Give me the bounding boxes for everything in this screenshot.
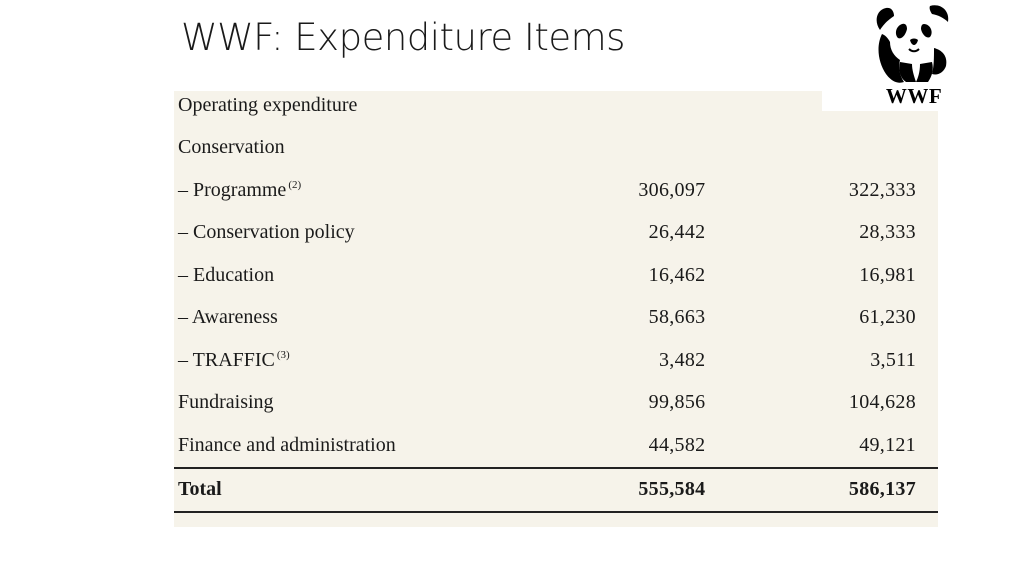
expenditure-table: Operating expenditure Conservation – Pro… — [174, 84, 938, 513]
row-label: Conservation — [178, 136, 285, 159]
table-row: Finance and administration 44,582 49,121 — [174, 424, 938, 468]
total-value: 586,137 — [705, 466, 938, 513]
row-label: Fundraising — [178, 391, 274, 414]
value-cell: 28,333 — [859, 221, 916, 244]
table-row: Conservation — [174, 127, 938, 170]
value-cell: 3,511 — [870, 348, 916, 371]
table-row: Fundraising 99,856 104,628 — [174, 382, 938, 425]
total-label: Total — [174, 466, 517, 513]
value-cell: 3,482 — [658, 348, 706, 371]
value-cell: 49,121 — [859, 433, 916, 456]
total-value: 555,584 — [516, 466, 706, 513]
value-cell: 16,981 — [859, 263, 916, 286]
total-row: Total 555,584 586,137 — [174, 466, 938, 513]
table-row: Operating expenditure — [174, 84, 938, 127]
value-cell: 99,856 — [648, 391, 706, 414]
value-cell — [705, 127, 938, 170]
footnote-marker: (3) — [276, 348, 290, 361]
row-label: – Programme (2) — [178, 178, 302, 201]
value-cell — [705, 84, 938, 127]
footnote-marker: (2) — [288, 178, 302, 191]
table-panel — [174, 91, 938, 527]
value-cell: 58,663 — [648, 306, 706, 329]
row-label: – TRAFFIC (3) — [178, 348, 290, 371]
row-label: – Awareness — [178, 306, 278, 329]
panel-notch — [822, 91, 956, 111]
value-cell: 104,628 — [848, 391, 916, 414]
slide-title: WWF: Expenditure Items — [181, 16, 625, 59]
row-label: Finance and administration — [178, 433, 396, 456]
value-cell: 26,442 — [648, 221, 706, 244]
value-cell: 61,230 — [859, 306, 916, 329]
row-label: Operating expenditure — [178, 93, 358, 116]
value-cell — [517, 84, 706, 127]
table-row: – TRAFFIC (3) 3,482 3,511 — [174, 339, 938, 382]
table-row: – Education 16,462 16,981 — [174, 254, 938, 297]
value-cell — [517, 127, 706, 170]
table-row: – Programme (2) 306,097 322,333 — [174, 169, 938, 212]
wwf-logo: WWF — [872, 2, 956, 110]
value-cell: 322,333 — [848, 178, 916, 201]
logo-text: WWF — [885, 84, 943, 108]
table-row: – Awareness 58,663 61,230 — [174, 297, 938, 340]
value-cell: 306,097 — [638, 178, 706, 201]
value-cell: 44,582 — [648, 433, 706, 456]
row-label: – Education — [178, 263, 275, 286]
panda-icon — [876, 5, 949, 83]
row-label: – Conservation policy — [178, 221, 355, 244]
table-row: – Conservation policy 26,442 28,333 — [174, 212, 938, 255]
value-cell: 16,462 — [648, 263, 706, 286]
